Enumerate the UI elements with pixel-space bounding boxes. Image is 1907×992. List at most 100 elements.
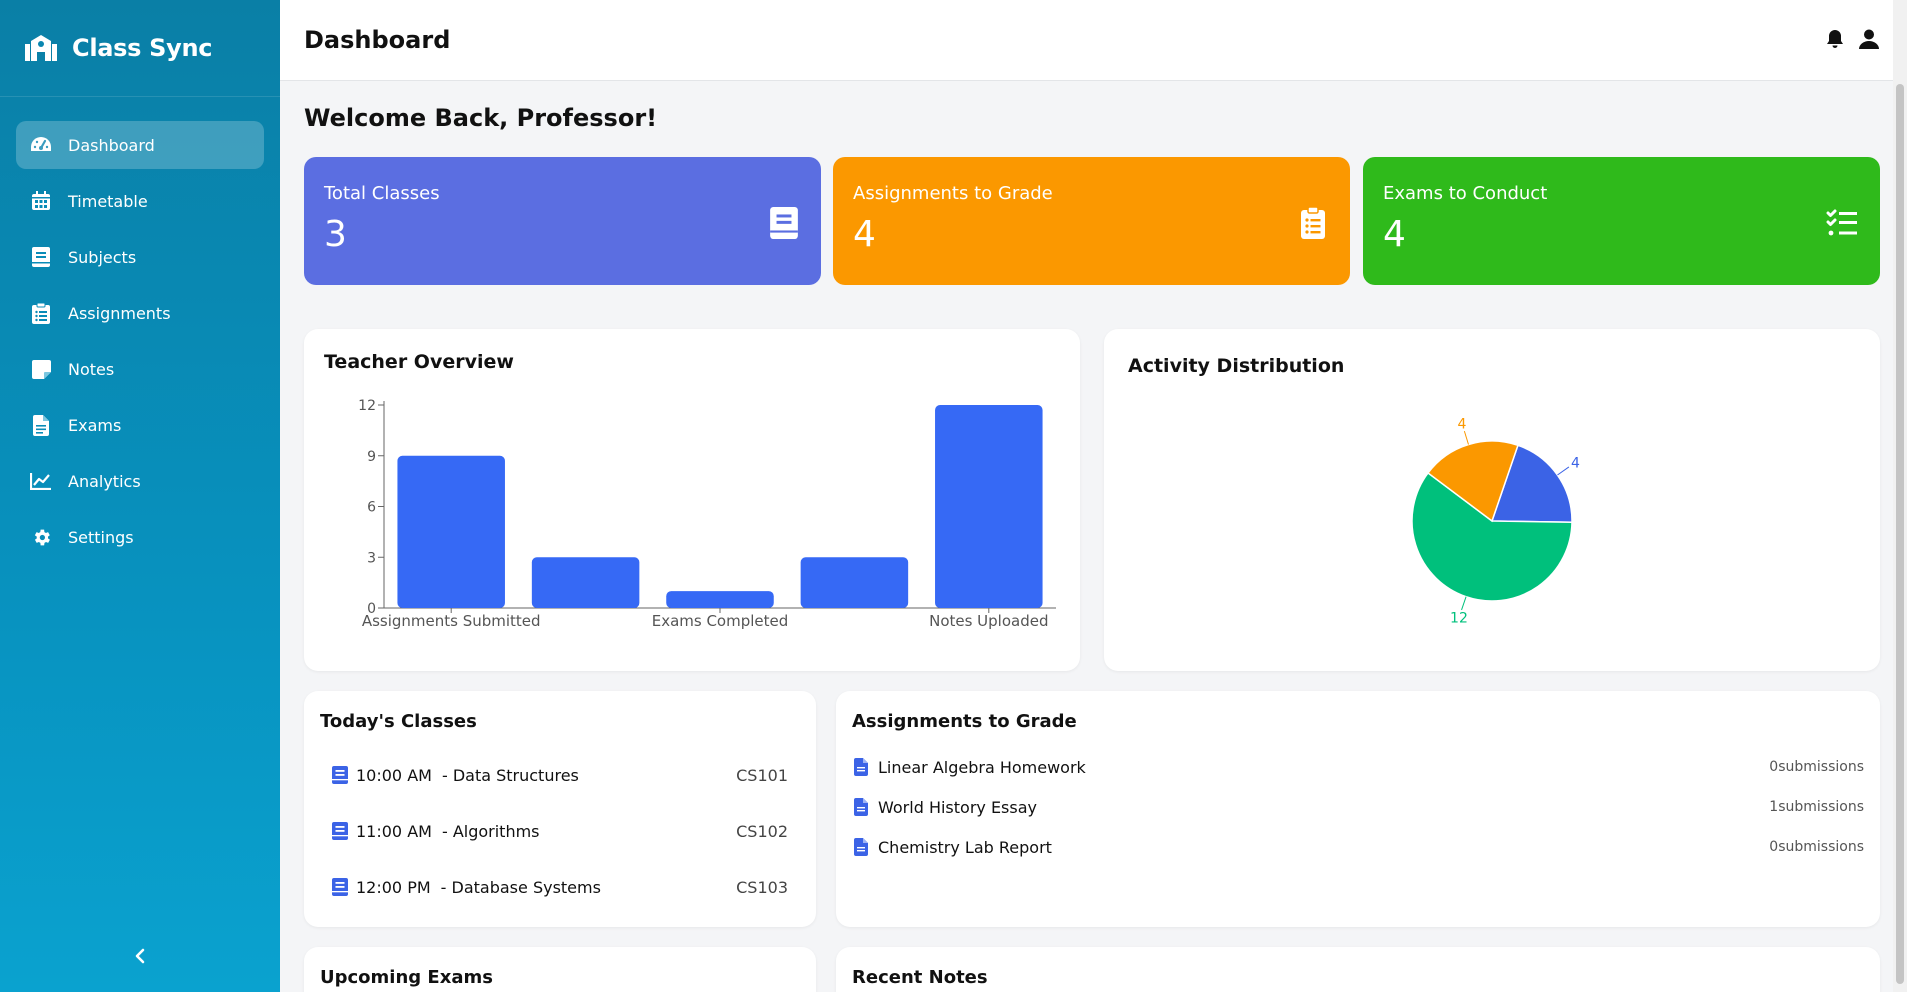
teacher-overview-bar-chart: 0 3 6 9 12 Assignments Submitted Exams Complet…: [358, 398, 1056, 630]
class-item[interactable]: 12:00 PM - Database Systems CS103: [332, 874, 788, 900]
recent-notes-card: Recent Notes: [836, 947, 1880, 992]
class-name: - Database Systems: [440, 877, 601, 897]
document-icon: [854, 838, 868, 856]
document-icon: [854, 758, 868, 776]
sidebar-item-label: Timetable: [68, 191, 148, 211]
calendar-icon: [30, 190, 52, 212]
sidebar-item-subjects[interactable]: Subjects: [16, 233, 264, 281]
stat-card-exams-to-conduct[interactable]: Exams to Conduct 4: [1363, 157, 1880, 285]
assignment-item[interactable]: Linear Algebra Homework 0submissions: [854, 755, 1864, 779]
school-icon: [25, 35, 57, 61]
pie-label-line: [1557, 466, 1570, 476]
assignment-name: Linear Algebra Homework: [878, 757, 1086, 777]
assignment-name: World History Essay: [878, 797, 1037, 817]
stat-card-total-classes[interactable]: Total Classes 3: [304, 157, 821, 285]
assignments-to-grade-card: Assignments to Grade Linear Algebra Home…: [836, 691, 1880, 927]
dashboard-gauge-icon: [30, 134, 52, 156]
teacher-overview-title: Teacher Overview: [324, 351, 514, 373]
brand[interactable]: Class Sync: [0, 0, 280, 97]
y-tick-label: 9: [367, 449, 376, 465]
recent-notes-title: Recent Notes: [852, 967, 988, 988]
stat-label: Assignments to Grade: [853, 183, 1053, 204]
class-time: 11:00 AM: [356, 821, 432, 841]
sidebar-item-label: Analytics: [68, 471, 141, 491]
class-time: 10:00 AM: [356, 765, 432, 785]
pie-slice[interactable]: [1411, 471, 1573, 602]
bar[interactable]: [531, 557, 640, 608]
todays-classes-title: Today's Classes: [320, 711, 477, 732]
sticky-note-icon: [30, 358, 52, 380]
gear-icon: [30, 526, 52, 548]
stat-card-assignments-to-grade[interactable]: Assignments to Grade 4: [833, 157, 1350, 285]
sidebar-item-label: Exams: [68, 415, 122, 435]
pie-slice-label: 12: [1450, 610, 1468, 626]
assignment-item[interactable]: World History Essay 1submissions: [854, 795, 1864, 819]
class-name: - Data Structures: [441, 765, 579, 785]
assignment-submissions: 0submissions: [1769, 839, 1864, 855]
y-tick-label: 0: [367, 601, 376, 617]
clipboard-list-icon: [30, 302, 52, 324]
x-tick-label: Exams Completed: [652, 612, 789, 630]
brand-title: Class Sync: [72, 34, 213, 62]
top-header: Dashboard: [280, 0, 1907, 81]
sidebar-item-label: Notes: [68, 359, 115, 379]
pie-label-line: [1463, 431, 1469, 445]
assignment-item[interactable]: Chemistry Lab Report 0submissions: [854, 835, 1864, 859]
document-icon: [30, 414, 52, 436]
activity-distribution-card: Activity Distribution 4 12 4: [1104, 329, 1880, 671]
stat-label: Exams to Conduct: [1383, 183, 1548, 204]
book-icon: [332, 822, 348, 840]
header-actions: [1824, 28, 1880, 50]
bar[interactable]: [800, 557, 909, 608]
book-icon: [332, 766, 348, 784]
chevron-left-icon: [135, 948, 145, 964]
sidebar-collapse-button[interactable]: [126, 942, 154, 970]
line-chart-icon: [30, 470, 52, 492]
sidebar-item-label: Assignments: [68, 303, 171, 323]
teacher-overview-card: Teacher Overview 0 3 6 9 12 Assignments Submi…: [304, 329, 1080, 671]
sidebar-item-dashboard[interactable]: Dashboard: [16, 121, 264, 169]
bar[interactable]: [397, 455, 505, 608]
pie-slice-label: 4: [1458, 417, 1467, 433]
class-name: - Algorithms: [441, 821, 540, 841]
upcoming-exams-card: Upcoming Exams: [304, 947, 816, 992]
welcome-heading: Welcome Back, Professor!: [304, 104, 658, 132]
sidebar-item-exams[interactable]: Exams: [16, 401, 264, 449]
class-code: CS102: [736, 821, 788, 841]
clipboard-list-icon: [1301, 207, 1325, 239]
scrollbar-thumb[interactable]: [1896, 84, 1904, 984]
class-time: 12:00 PM: [356, 877, 431, 897]
sidebar-item-notes[interactable]: Notes: [16, 345, 264, 393]
sidebar-item-label: Settings: [68, 527, 134, 547]
document-icon: [854, 798, 868, 816]
stat-value: 3: [324, 214, 347, 255]
sidebar-item-timetable[interactable]: Timetable: [16, 177, 264, 225]
upcoming-exams-title: Upcoming Exams: [320, 967, 493, 988]
class-item[interactable]: 10:00 AM - Data Structures CS101: [332, 762, 788, 788]
assignments-to-grade-title: Assignments to Grade: [852, 711, 1077, 732]
page-scrollbar[interactable]: [1893, 0, 1907, 992]
sidebar-item-settings[interactable]: Settings: [16, 513, 264, 561]
page-title: Dashboard: [304, 26, 451, 54]
y-tick-label: 12: [358, 398, 376, 414]
sidebar-item-analytics[interactable]: Analytics: [16, 457, 264, 505]
x-tick-label: Assignments Submitted: [362, 612, 541, 630]
sidebar-nav: Dashboard Timetable Subjects Assignments…: [0, 121, 280, 561]
bar[interactable]: [666, 591, 774, 608]
class-item[interactable]: 11:00 AM - Algorithms CS102: [332, 818, 788, 844]
assignment-name: Chemistry Lab Report: [878, 837, 1052, 857]
bar[interactable]: [935, 405, 1043, 608]
sidebar-item-assignments[interactable]: Assignments: [16, 289, 264, 337]
y-tick-label: 6: [367, 500, 376, 516]
assignment-submissions: 1submissions: [1769, 799, 1864, 815]
stat-value: 4: [853, 214, 876, 255]
sidebar: Class Sync Dashboard Timetable Subjects …: [0, 0, 280, 992]
book-icon: [770, 207, 798, 239]
stat-value: 4: [1383, 214, 1406, 255]
book-icon: [332, 878, 348, 896]
user-icon[interactable]: [1858, 28, 1880, 50]
bell-icon[interactable]: [1824, 28, 1846, 50]
stat-label: Total Classes: [324, 183, 440, 204]
assignment-submissions: 0submissions: [1769, 759, 1864, 775]
pie-slice[interactable]: [1426, 440, 1519, 523]
